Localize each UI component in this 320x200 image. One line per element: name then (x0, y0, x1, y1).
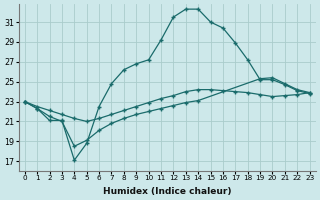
X-axis label: Humidex (Indice chaleur): Humidex (Indice chaleur) (103, 187, 231, 196)
